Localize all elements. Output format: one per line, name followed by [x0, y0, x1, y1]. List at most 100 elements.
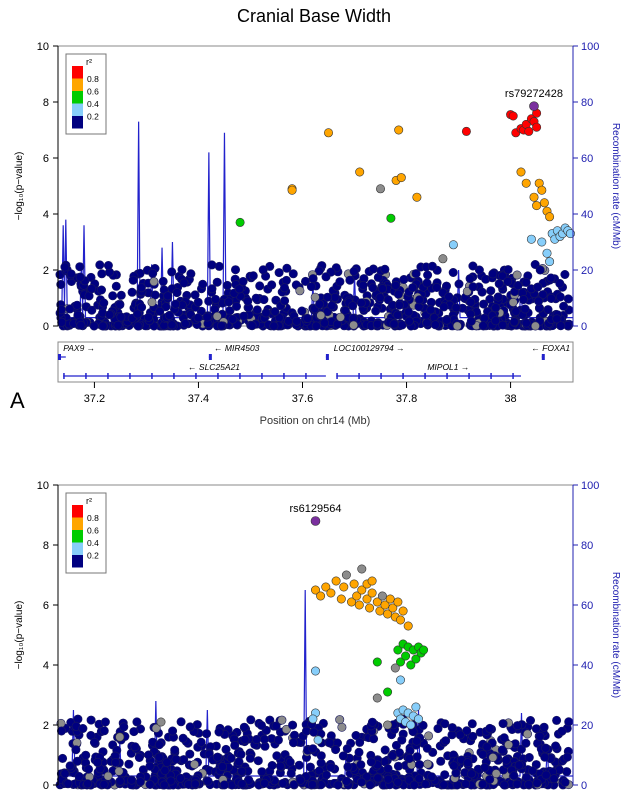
background-snp-point	[498, 719, 508, 729]
background-snp-point	[343, 762, 353, 772]
background-snp-point	[130, 742, 140, 752]
background-snp-point	[393, 289, 403, 299]
background-snp-point	[408, 283, 418, 293]
snp-point	[357, 564, 367, 574]
background-snp-point	[267, 280, 277, 290]
snp-point	[526, 234, 536, 244]
background-snp-point	[509, 771, 519, 781]
background-snp-point	[356, 298, 366, 308]
background-snp-point	[356, 760, 366, 770]
snp-point	[532, 122, 542, 132]
background-snp-point	[560, 777, 570, 787]
background-snp-point	[167, 267, 177, 277]
background-snp-point	[442, 315, 452, 325]
background-snp-point	[369, 734, 379, 744]
snp-point	[375, 184, 385, 194]
snp-point	[438, 254, 448, 264]
background-snp-point	[124, 759, 134, 769]
background-snp-point	[365, 780, 375, 790]
snp-point	[367, 588, 377, 598]
y2-tick-label: 0	[581, 780, 587, 792]
snp-point	[390, 663, 400, 673]
background-snp-point	[335, 277, 345, 287]
y2-tick-label: 0	[581, 321, 587, 333]
background-snp-point	[430, 320, 440, 330]
snp-point	[401, 651, 411, 661]
background-snp-point	[321, 770, 331, 780]
snp-point	[508, 111, 518, 121]
background-snp-point	[383, 764, 393, 774]
snp-point	[386, 213, 396, 223]
background-snp-point	[196, 737, 206, 747]
background-snp-point	[253, 756, 263, 766]
gene-label: ← MIR4503	[214, 343, 260, 353]
gene-exon	[239, 373, 241, 379]
background-snp-point	[309, 727, 319, 737]
background-snp-point	[57, 317, 67, 327]
background-snp-point	[349, 266, 359, 276]
background-snp-point	[269, 321, 279, 331]
y-tick-label: 6	[43, 600, 49, 612]
background-snp-point	[171, 299, 181, 309]
background-snp-point	[161, 302, 171, 312]
snp-point	[316, 591, 326, 601]
background-snp-point	[488, 752, 498, 762]
background-snp-point	[528, 766, 538, 776]
background-snp-point	[179, 278, 189, 288]
snp-point	[539, 198, 549, 208]
x-tick-label: 37.4	[188, 393, 209, 405]
background-snp-point	[247, 320, 257, 330]
background-snp-point	[414, 760, 424, 770]
background-snp-point	[234, 757, 244, 767]
lead-snp-point	[529, 101, 539, 111]
background-snp-point	[99, 726, 109, 736]
snp-point	[395, 657, 405, 667]
background-snp-point	[497, 745, 507, 755]
y2-axis-title: Recombination rate (cM/Mb)	[610, 123, 621, 249]
background-snp-point	[289, 730, 299, 740]
background-snp-point	[423, 270, 433, 280]
background-snp-point	[119, 722, 129, 732]
background-snp-point	[467, 719, 477, 729]
snp-point	[388, 603, 398, 613]
background-snp-point	[145, 779, 155, 789]
gene-exon	[208, 354, 212, 360]
background-snp-point	[366, 757, 376, 767]
snp-point	[339, 582, 349, 592]
background-snp-point	[448, 267, 458, 277]
background-snp-point	[176, 717, 186, 727]
figure-title: Cranial Base Width	[237, 6, 391, 26]
background-snp-point	[338, 751, 348, 761]
background-snp-point	[397, 735, 407, 745]
panel-a-gene-track: PAX9 → ← MIR4503 LOC100129794 → ← FOXA1 ← SL…	[57, 341, 574, 383]
background-snp-point	[115, 776, 125, 786]
background-snp-point	[541, 743, 551, 753]
background-snp-point	[237, 766, 247, 776]
y-tick-label: 0	[43, 780, 49, 792]
background-snp-point	[259, 295, 269, 305]
background-snp-point	[521, 318, 531, 328]
background-snp-point	[252, 305, 262, 315]
background-snp-point	[403, 307, 413, 317]
background-snp-point	[516, 744, 526, 754]
background-snp-point	[393, 761, 403, 771]
background-snp-point	[512, 779, 522, 789]
background-snp-point	[367, 717, 377, 727]
background-snp-point	[315, 299, 325, 309]
snp-point	[419, 645, 429, 655]
snp-point	[411, 702, 421, 712]
snp-point	[235, 217, 245, 227]
background-snp-point	[234, 284, 244, 294]
background-snp-point	[513, 280, 523, 290]
background-snp-point	[103, 771, 113, 781]
snp-point	[383, 720, 393, 730]
background-snp-point	[127, 287, 137, 297]
snp-point	[393, 645, 403, 655]
background-snp-point	[549, 774, 559, 784]
background-snp-point	[543, 305, 553, 315]
snp-point	[413, 714, 423, 724]
panel-b-lead-snp-label: rs6129564	[290, 503, 342, 515]
background-snp-point	[81, 750, 91, 760]
background-snp-point	[216, 321, 226, 331]
